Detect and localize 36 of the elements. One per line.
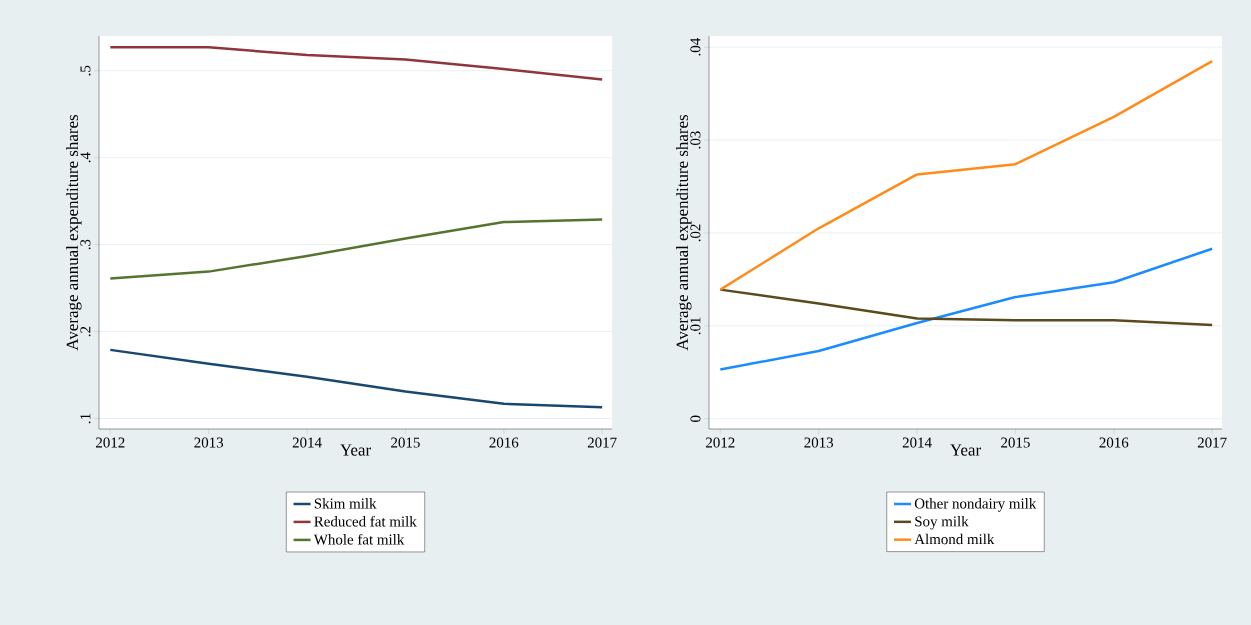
legend-label: Soy milk	[915, 515, 969, 530]
x-tick-label: 2015	[1001, 437, 1030, 448]
line-series	[719, 288, 1214, 327]
y-tick-label: .02	[690, 224, 701, 242]
y-tick-label: 0	[690, 415, 701, 422]
legend-label: Skim milk	[314, 498, 377, 509]
y-tick-label: .03	[690, 131, 701, 149]
y-tick-label: .2	[80, 326, 91, 337]
line-series	[109, 348, 604, 409]
line-series	[109, 218, 604, 280]
x-tick-label: 2015	[391, 437, 420, 448]
y-tick-label: .1	[80, 413, 91, 424]
y-tick-label: .5	[80, 65, 91, 76]
x-axis-title: Year	[950, 444, 981, 456]
y-tick-label: .04	[690, 38, 701, 56]
x-tick-label: 2013	[194, 437, 224, 448]
x-tick-label: 2013	[804, 437, 834, 448]
legend-label: Whole fat milk	[313, 533, 405, 545]
legend-label: Reduced fat milk	[314, 515, 417, 527]
y-tick-label: .4	[80, 152, 91, 163]
x-tick-label: 2012	[706, 437, 735, 448]
x-tick-label: 2017	[587, 437, 617, 448]
x-tick-label: 2017	[1197, 437, 1227, 448]
x-tick-label: 2016	[489, 437, 519, 448]
y-tick-label: .01	[690, 317, 701, 335]
x-tick-label: 2016	[1099, 437, 1129, 448]
legend-label: Other nondairy milk	[914, 498, 1037, 512]
line-series	[719, 59, 1214, 291]
legend-label: Almond milk	[914, 533, 995, 545]
line-series	[109, 46, 604, 81]
x-axis-title: Year	[340, 444, 371, 456]
y-tick-label: .3	[80, 239, 91, 250]
x-tick-label: 2014	[902, 437, 932, 448]
line-series	[719, 247, 1214, 371]
x-tick-label: 2012	[96, 437, 125, 448]
x-tick-label: 2014	[292, 437, 322, 448]
